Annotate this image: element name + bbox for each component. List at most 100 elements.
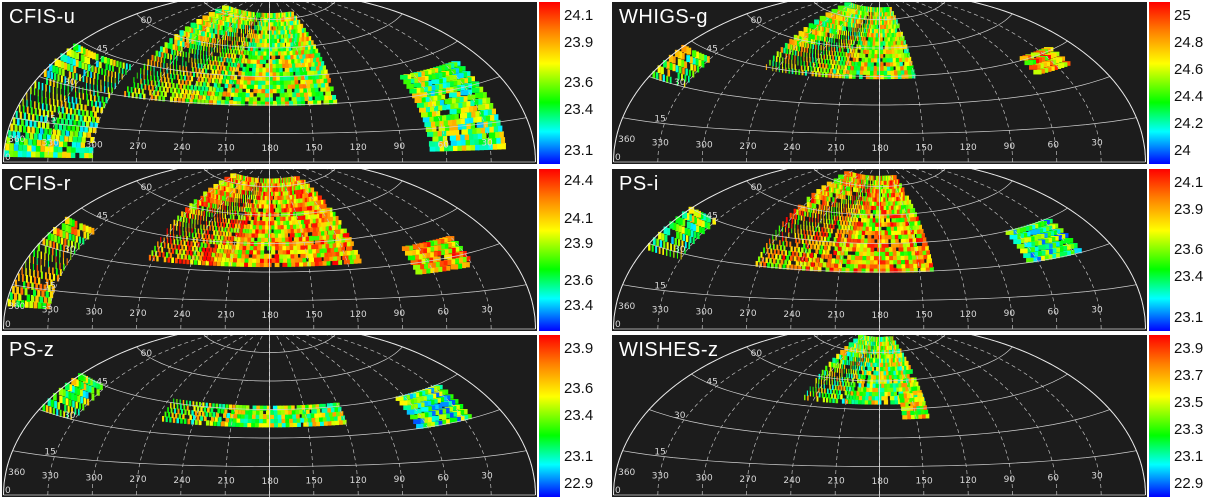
coverage-cell: [431, 267, 439, 273]
coverage-cell: [260, 178, 262, 184]
coverage-cell: [305, 87, 311, 93]
coverage-cell: [905, 208, 910, 214]
coverage-cell: [201, 68, 204, 74]
coverage-cell: [800, 233, 803, 240]
coverage-cell: [432, 100, 440, 106]
coverage-cell: [257, 21, 259, 27]
coverage-cell: [181, 211, 184, 217]
coverage-cell: [826, 223, 829, 229]
coverage-cell: [879, 49, 884, 55]
coverage-cell: [903, 56, 909, 62]
coverage-cell: [216, 42, 218, 49]
coverage-cell: [259, 257, 264, 263]
coverage-cell: [249, 50, 252, 56]
coverage-cell: [429, 257, 437, 263]
coverage-cell: [818, 40, 820, 46]
coverage-cell: [904, 267, 910, 273]
coverage-cell: [222, 52, 225, 58]
coverage-cell: [861, 204, 864, 210]
coverage-cell: [67, 83, 69, 91]
coverage-cell: [236, 179, 241, 185]
coverage-cell: [219, 230, 222, 237]
coverage-cell: [797, 204, 801, 211]
coverage-cell: [257, 232, 262, 238]
coverage-cell: [81, 62, 85, 70]
coverage-cell: [912, 267, 918, 273]
panel-title: WHIGS-g: [619, 6, 709, 28]
coverage-cell: [499, 142, 506, 150]
coverage-cell: [213, 247, 217, 253]
coverage-cell: [291, 224, 297, 229]
coverage-cell: [880, 234, 885, 240]
coverage-cell: [160, 71, 162, 78]
coverage-cell: [896, 259, 902, 265]
coverage-cell: [659, 73, 662, 81]
coverage-cell: [53, 73, 57, 81]
coverage-cell: [236, 27, 239, 33]
coverage-cell: [684, 227, 688, 235]
coverage-cell: [208, 99, 213, 105]
coverage-cell: [264, 232, 269, 238]
coverage-cell: [815, 193, 819, 200]
coverage-cell: [68, 135, 73, 142]
coverage-cell: [218, 60, 221, 67]
coverage-cell: [656, 238, 659, 247]
coverage-cell: [802, 32, 807, 38]
coverage-cell: [786, 264, 790, 270]
coverage-cell: [841, 224, 844, 230]
coverage-cell: [652, 70, 656, 79]
ra-tick-label: 240: [173, 310, 190, 320]
coverage-cell: [270, 216, 275, 222]
coverage-cell: [37, 270, 39, 279]
coverage-cell: [17, 273, 20, 282]
coverage-cell: [295, 71, 301, 76]
coverage-cell: [336, 233, 343, 239]
coverage-cell: [875, 205, 879, 211]
coverage-cell: [828, 23, 832, 29]
coverage-cell: [868, 225, 872, 231]
coverage-cell: [264, 84, 270, 90]
coverage-cell: [249, 62, 253, 68]
coverage-cell: [421, 258, 430, 264]
coverage-cell: [47, 284, 51, 292]
coverage-cell: [250, 58, 254, 64]
coverage-cell: [874, 40, 878, 46]
coverage-cell: [671, 236, 674, 245]
coverage-cell: [251, 228, 256, 234]
coverage-cell: [211, 46, 213, 53]
coverage-cell: [820, 26, 824, 32]
coverage-cell: [831, 41, 833, 48]
coverage-cell: [229, 214, 232, 220]
coverage-cell: [265, 207, 269, 213]
coverage-cell: [808, 256, 812, 263]
coverage-cell: [304, 83, 311, 89]
coverage-cell: [288, 249, 294, 255]
coverage-cell: [42, 109, 46, 117]
coverage-cell: [876, 175, 879, 181]
coverage-cell: [839, 241, 843, 247]
coverage-cell: [421, 112, 428, 118]
coverage-cell: [873, 32, 876, 38]
coverage-cell: [246, 28, 248, 34]
coverage-cell: [203, 90, 208, 96]
coverage-cell: [231, 40, 233, 46]
coverage-cell: [772, 244, 775, 250]
coverage-cell: [885, 213, 890, 219]
coverage-cell: [46, 122, 50, 130]
coverage-cell: [271, 67, 276, 73]
coverage-cell: [237, 91, 242, 98]
coverage-cell: [857, 267, 862, 273]
coverage-cell: [232, 49, 235, 55]
coverage-cell: [78, 130, 83, 138]
coverage-cell: [322, 252, 329, 258]
coverage-cell: [190, 84, 194, 91]
coverage-cell: [873, 65, 877, 71]
coverage-cell: [222, 231, 226, 237]
coverage-cell: [275, 79, 281, 85]
coverage-cell: [254, 54, 258, 60]
coverage-cell: [75, 79, 77, 87]
coverage-cell: [99, 61, 102, 69]
coverage-cell: [900, 221, 906, 227]
coverage-cell: [64, 135, 69, 142]
coverage-cell: [213, 73, 216, 79]
